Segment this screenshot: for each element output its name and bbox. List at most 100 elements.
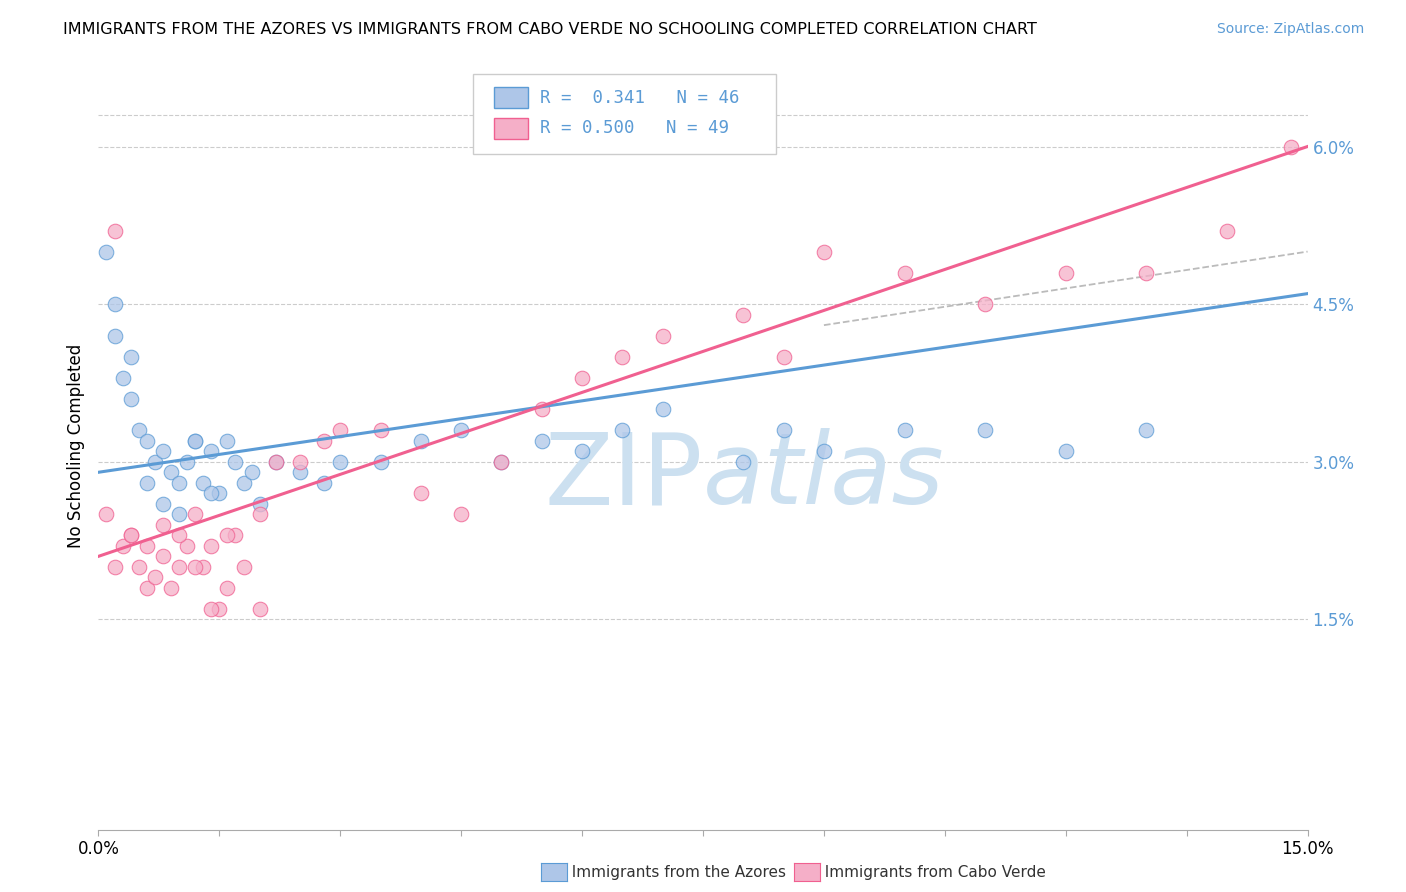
Point — [224, 455, 246, 469]
Point — [120, 528, 142, 542]
Y-axis label: No Schooling Completed: No Schooling Completed — [66, 344, 84, 548]
Point — [103, 328, 125, 343]
Point — [103, 297, 125, 311]
Text: Source: ZipAtlas.com: Source: ZipAtlas.com — [1216, 22, 1364, 37]
Point — [1281, 139, 1303, 153]
Point — [491, 455, 513, 469]
Point — [232, 475, 254, 490]
Point — [733, 455, 755, 469]
Point — [128, 423, 150, 437]
Point — [176, 455, 198, 469]
Point — [612, 350, 634, 364]
Point — [370, 423, 392, 437]
Point — [249, 602, 271, 616]
Point — [200, 602, 222, 616]
Point — [314, 434, 336, 448]
Point — [314, 475, 336, 490]
Point — [120, 350, 142, 364]
Text: R =  0.341   N = 46: R = 0.341 N = 46 — [540, 88, 740, 107]
Point — [893, 266, 915, 280]
Point — [111, 370, 134, 384]
Point — [893, 423, 915, 437]
Point — [1054, 266, 1077, 280]
Point — [612, 423, 634, 437]
Point — [128, 559, 150, 574]
Point — [450, 423, 472, 437]
Text: IMMIGRANTS FROM THE AZORES VS IMMIGRANTS FROM CABO VERDE NO SCHOOLING COMPLETED : IMMIGRANTS FROM THE AZORES VS IMMIGRANTS… — [63, 22, 1038, 37]
Point — [1054, 444, 1077, 458]
Point — [160, 581, 183, 595]
Point — [571, 370, 593, 384]
Point — [217, 434, 239, 448]
Point — [772, 350, 794, 364]
Point — [217, 581, 239, 595]
Point — [329, 423, 352, 437]
Point — [167, 508, 190, 522]
Point — [143, 570, 166, 584]
Point — [1135, 423, 1157, 437]
Point — [200, 444, 222, 458]
Point — [651, 402, 673, 417]
Point — [813, 244, 835, 259]
Point — [249, 508, 271, 522]
Point — [167, 528, 190, 542]
Point — [224, 528, 246, 542]
Point — [249, 497, 271, 511]
Point — [491, 455, 513, 469]
Point — [530, 434, 553, 448]
Point — [200, 486, 222, 500]
Point — [184, 434, 207, 448]
Point — [772, 423, 794, 437]
Point — [152, 549, 174, 564]
Point — [135, 475, 157, 490]
Point — [232, 559, 254, 574]
Point — [240, 465, 263, 479]
Point — [120, 528, 142, 542]
Point — [135, 434, 157, 448]
Point — [530, 402, 553, 417]
Point — [409, 486, 432, 500]
FancyBboxPatch shape — [494, 87, 527, 109]
Point — [96, 508, 118, 522]
Point — [160, 465, 183, 479]
Point — [974, 297, 997, 311]
Point — [651, 328, 673, 343]
Point — [370, 455, 392, 469]
Point — [184, 434, 207, 448]
Point — [217, 528, 239, 542]
Point — [152, 444, 174, 458]
Point — [193, 475, 215, 490]
Point — [450, 508, 472, 522]
Point — [409, 434, 432, 448]
Point — [152, 497, 174, 511]
Point — [974, 423, 997, 437]
Point — [733, 308, 755, 322]
Text: Immigrants from the Azores: Immigrants from the Azores — [562, 865, 786, 880]
Point — [288, 455, 311, 469]
Text: ZIP: ZIP — [544, 428, 703, 525]
Point — [208, 486, 231, 500]
Point — [103, 223, 125, 237]
FancyBboxPatch shape — [474, 74, 776, 154]
Point — [288, 465, 311, 479]
Point — [200, 539, 222, 553]
Point — [1135, 266, 1157, 280]
Point — [264, 455, 287, 469]
Point — [184, 508, 207, 522]
Point — [193, 559, 215, 574]
Point — [264, 455, 287, 469]
Point — [1216, 223, 1239, 237]
Text: R = 0.500   N = 49: R = 0.500 N = 49 — [540, 120, 728, 137]
Point — [571, 444, 593, 458]
Point — [167, 475, 190, 490]
Point — [176, 539, 198, 553]
FancyBboxPatch shape — [494, 118, 527, 139]
Point — [184, 559, 207, 574]
Point — [143, 455, 166, 469]
Point — [96, 244, 118, 259]
Point — [329, 455, 352, 469]
Point — [120, 392, 142, 406]
Point — [135, 581, 157, 595]
Point — [152, 517, 174, 532]
Point — [111, 539, 134, 553]
